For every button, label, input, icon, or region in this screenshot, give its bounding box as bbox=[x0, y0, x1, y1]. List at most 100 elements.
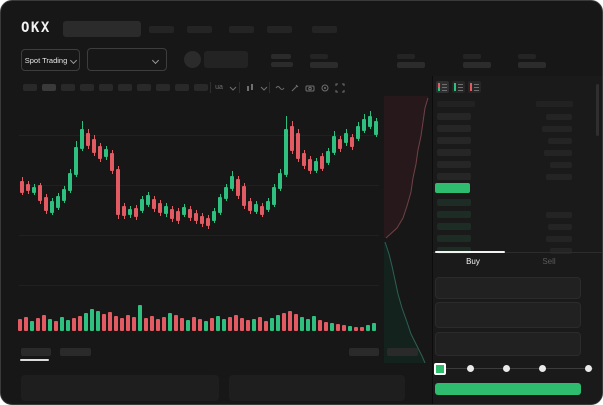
ask-row-price[interactable] bbox=[437, 173, 471, 180]
bid-row-price[interactable] bbox=[437, 211, 471, 218]
asks-only-icon[interactable] bbox=[468, 81, 481, 93]
bid-row-amount bbox=[546, 212, 572, 218]
toolbar-timeframe-button[interactable] bbox=[194, 84, 208, 91]
candle-body bbox=[254, 204, 258, 212]
bottom-tab-history[interactable] bbox=[60, 348, 91, 356]
volume-bar bbox=[18, 319, 22, 331]
tabs-divider bbox=[433, 252, 602, 253]
slider-dot[interactable] bbox=[467, 365, 474, 372]
price-field[interactable] bbox=[435, 277, 581, 299]
draw-pencil-icon[interactable] bbox=[290, 83, 300, 93]
chevron-down-icon[interactable] bbox=[259, 83, 269, 93]
bid-row-price[interactable] bbox=[437, 199, 471, 206]
ask-row-price[interactable] bbox=[437, 137, 471, 144]
fullscreen-icon[interactable] bbox=[335, 83, 345, 93]
chevron-down-icon[interactable] bbox=[228, 83, 238, 93]
slider-dot[interactable] bbox=[539, 365, 546, 372]
candle-body bbox=[368, 116, 372, 127]
candle-body bbox=[260, 206, 264, 215]
buy-submit-button[interactable] bbox=[435, 383, 581, 395]
slider-dot[interactable] bbox=[434, 363, 446, 375]
candle-body bbox=[164, 206, 168, 214]
last-price-badge[interactable] bbox=[435, 183, 470, 193]
volume-bar bbox=[270, 318, 274, 331]
volume-bar bbox=[36, 318, 40, 331]
market-type-dropdown[interactable]: Spot Trading bbox=[21, 49, 80, 71]
ask-row-price[interactable] bbox=[437, 125, 471, 132]
toolbar-timeframe-button[interactable] bbox=[137, 84, 151, 91]
candlestick-pane[interactable] bbox=[20, 96, 380, 296]
volume-bar bbox=[54, 321, 58, 331]
candle-body bbox=[86, 133, 90, 146]
ask-row-price[interactable] bbox=[437, 149, 471, 156]
nav-item-placeholder[interactable] bbox=[229, 26, 254, 33]
settings-gear-icon[interactable] bbox=[320, 83, 330, 93]
ask-row-price[interactable] bbox=[437, 161, 471, 168]
bid-row-price[interactable] bbox=[437, 235, 471, 242]
volume-bar bbox=[276, 315, 280, 331]
volume-bar bbox=[42, 315, 46, 331]
amount-field[interactable] bbox=[435, 302, 581, 328]
sell-tab[interactable]: Sell bbox=[542, 257, 556, 266]
slider-dot[interactable] bbox=[503, 365, 510, 372]
volume-bar bbox=[126, 315, 130, 331]
volume-bar bbox=[294, 314, 298, 331]
toolbar-timeframe-button[interactable] bbox=[61, 84, 75, 91]
change-placeholder bbox=[271, 54, 293, 67]
candle-body bbox=[332, 136, 336, 153]
candle-body bbox=[20, 181, 24, 193]
volume-bar bbox=[306, 319, 310, 331]
stat-label-placeholder bbox=[397, 54, 415, 59]
bottom-tab-right-2[interactable] bbox=[387, 348, 418, 356]
toolbar-timeframe-button[interactable] bbox=[175, 84, 189, 91]
bids-only-icon[interactable] bbox=[452, 81, 465, 93]
search-input[interactable] bbox=[63, 21, 141, 37]
volume-bar bbox=[252, 319, 256, 331]
book-row-line bbox=[442, 84, 447, 85]
candle-body bbox=[26, 184, 30, 191]
bid-row-amount bbox=[548, 224, 572, 230]
bottom-tab-orders[interactable] bbox=[21, 348, 51, 356]
wave-indicator-icon[interactable] bbox=[275, 83, 285, 93]
buy-tab[interactable]: Buy bbox=[466, 257, 480, 266]
toolbar-timeframe-button[interactable] bbox=[118, 84, 132, 91]
nav-item-placeholder[interactable] bbox=[187, 26, 212, 33]
volume-bar bbox=[240, 318, 244, 331]
volume-bar bbox=[318, 320, 322, 331]
toolbar-timeframe-button[interactable] bbox=[156, 84, 170, 91]
camera-icon[interactable] bbox=[305, 83, 315, 93]
volume-bar bbox=[24, 317, 28, 331]
toolbar-timeframe-button[interactable] bbox=[99, 84, 113, 91]
slider-dot[interactable] bbox=[585, 365, 592, 372]
bid-row-price[interactable] bbox=[437, 247, 471, 254]
bid-row-price[interactable] bbox=[437, 223, 471, 230]
stat-value-placeholder bbox=[518, 62, 546, 68]
volume-bar bbox=[90, 309, 94, 331]
toolbar-timeframe-button[interactable] bbox=[42, 84, 56, 91]
candle-body bbox=[134, 208, 138, 217]
candle-body bbox=[122, 206, 126, 216]
volume-bar bbox=[204, 321, 208, 331]
candle-body bbox=[146, 195, 150, 205]
last-price-placeholder bbox=[204, 51, 248, 68]
toolbar-timeframe-button[interactable] bbox=[80, 84, 94, 91]
split-book-icon[interactable] bbox=[436, 81, 449, 93]
okx-logo: OKX bbox=[21, 20, 51, 36]
market-type-label: Spot Trading bbox=[24, 55, 68, 65]
bottom-tab-right-1[interactable] bbox=[349, 348, 379, 356]
nav-item-placeholder[interactable] bbox=[149, 26, 174, 33]
volume-bar bbox=[48, 319, 52, 331]
nav-item-placeholder[interactable] bbox=[312, 26, 337, 33]
candle-body bbox=[104, 149, 108, 157]
ask-row-price[interactable] bbox=[437, 113, 471, 120]
total-field[interactable] bbox=[435, 332, 581, 356]
nav-item-placeholder[interactable] bbox=[267, 26, 292, 33]
candle-body bbox=[176, 211, 180, 221]
pair-selector-dropdown[interactable] bbox=[87, 48, 167, 71]
orderbook-scrollbar[interactable] bbox=[596, 84, 599, 136]
candle-style-icon[interactable] bbox=[245, 83, 255, 93]
amount-slider[interactable] bbox=[437, 368, 593, 369]
toolbar-timeframe-button[interactable] bbox=[23, 84, 37, 91]
book-row-line bbox=[474, 87, 479, 88]
candle-body bbox=[44, 197, 48, 211]
